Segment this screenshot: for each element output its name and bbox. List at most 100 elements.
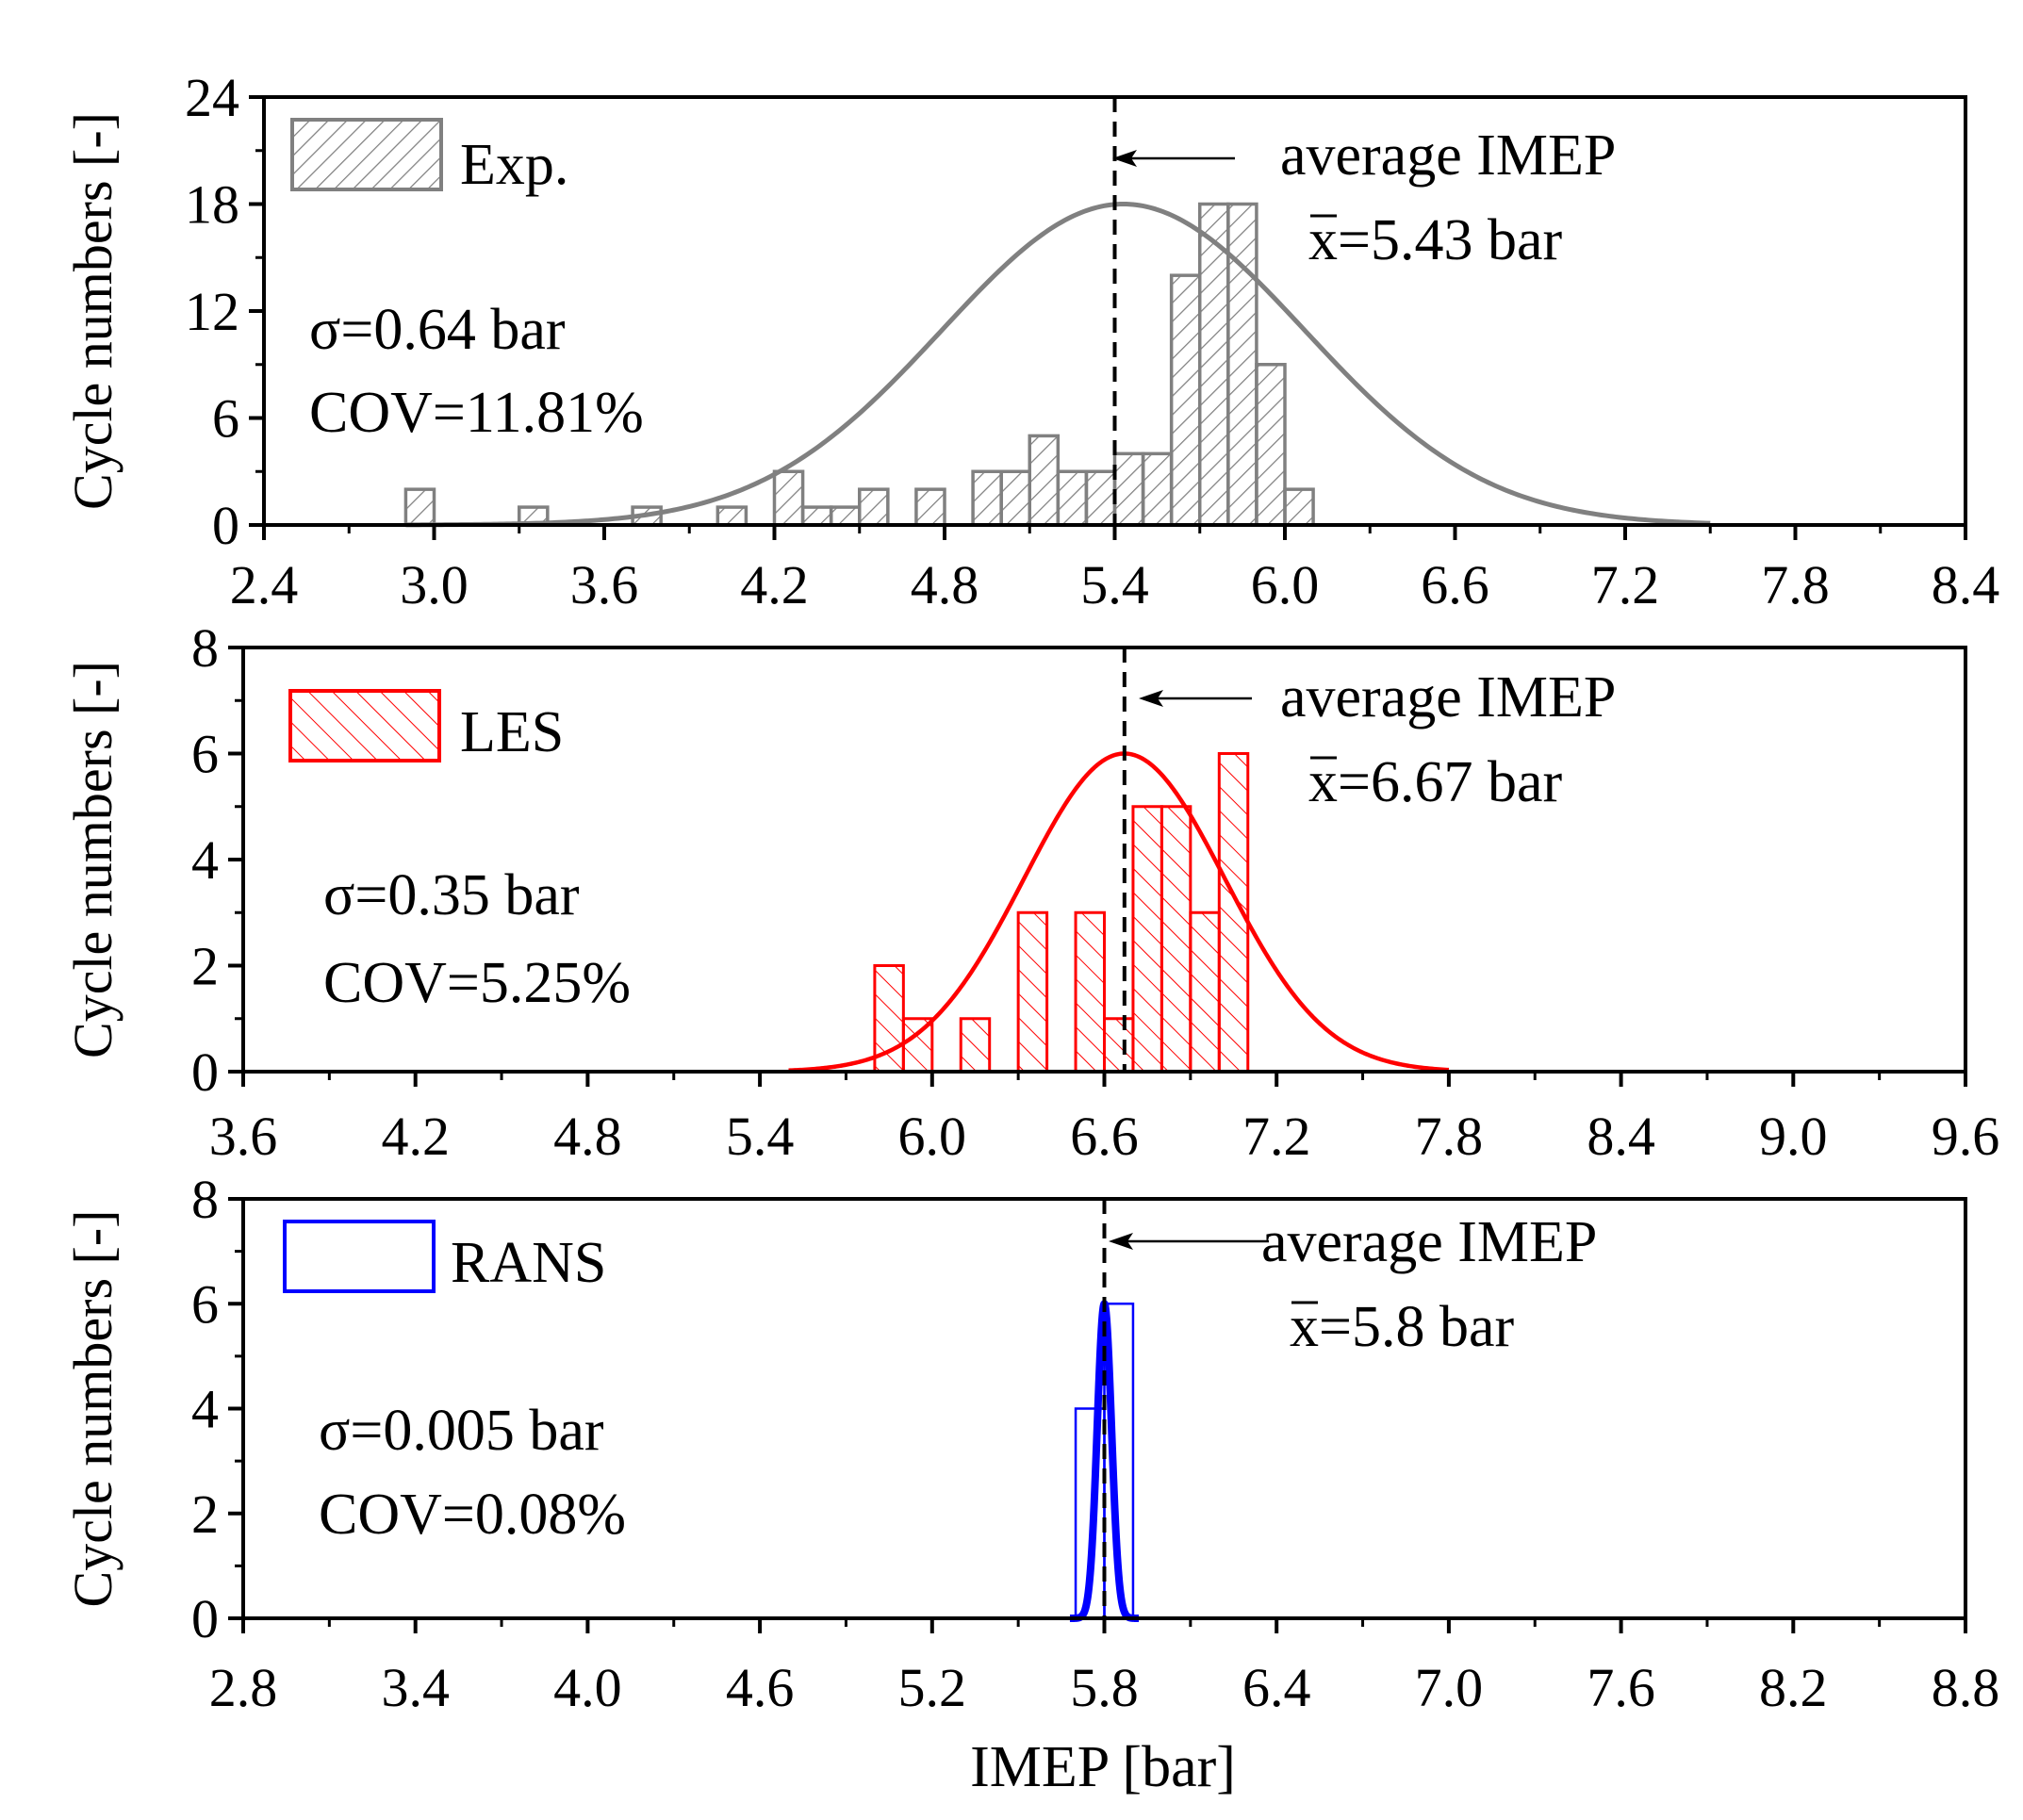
histogram-bar: [858, 487, 890, 527]
arrow-head: [1139, 690, 1163, 707]
x-tick-label: 8.8: [1932, 1657, 2000, 1718]
y-axis-top: 0 6 12 18 24: [185, 67, 264, 556]
y-tick-label: 6: [212, 388, 239, 450]
x-tick-label: 7.0: [1415, 1657, 1484, 1718]
mean-value-label: x=5.43 bar: [1308, 208, 1562, 272]
x-tick-label: 7.8: [1415, 1106, 1484, 1167]
x-tick-label: 8.2: [1759, 1657, 1828, 1718]
mean-value: =5.8 bar: [1319, 1295, 1514, 1359]
x-axis-bottom: 2.8 3.4 4.0 4.6 5.2 5.8 6.4 7.0 7.6 8.2 8.8: [209, 1618, 2000, 1718]
legend-label: Exp.: [460, 133, 568, 197]
x-axis-middle: 3.6 4.2 4.8 5.4 6.0 6.6 7.2 7.8 8.4 9.0 9.6: [209, 1072, 1999, 1167]
bars-top: [403, 202, 1315, 527]
histogram-bar: [1226, 202, 1258, 527]
mean-symbol: x: [1308, 750, 1338, 814]
x-tick-label: 8.4: [1587, 1106, 1655, 1167]
x-tick-label: 4.2: [740, 554, 809, 615]
histogram-bar: [1189, 910, 1221, 1074]
mean-value: =5.43 bar: [1338, 208, 1562, 272]
x-tick-label: 3.0: [400, 554, 469, 615]
x-tick-label: 5.8: [1070, 1657, 1139, 1718]
mean-value: =6.67 bar: [1338, 750, 1562, 814]
histogram-bar: [1160, 805, 1192, 1074]
panel-bottom: 2.8 3.4 4.0 4.6 5.2 5.8 6.4 7.0 7.6 8.2 8.8 0 2 4 6 8 Cy…: [62, 1169, 1999, 1718]
x-tick-label: 6.0: [1251, 554, 1320, 615]
mean-symbol: x: [1290, 1295, 1319, 1359]
x-tick-label: 4.8: [911, 554, 979, 615]
x-tick-label: 2.8: [209, 1657, 278, 1718]
y-tick-label: 2: [191, 936, 219, 997]
histogram-bar: [403, 487, 436, 527]
histogram-bar: [1283, 487, 1315, 527]
y-tick-label: 0: [191, 1588, 219, 1649]
y-tick-label: 8: [191, 1169, 219, 1230]
y-tick-label: 0: [191, 1041, 219, 1103]
legend-swatch: [290, 118, 443, 191]
normal-fit-curve: [405, 202, 1711, 528]
x-tick-label: 4.0: [553, 1657, 622, 1718]
histogram-bar: [772, 469, 805, 527]
histogram-bar: [1103, 1017, 1135, 1074]
histogram-bar: [1028, 434, 1061, 527]
arrow-head: [1109, 1233, 1133, 1250]
histogram-bar: [1255, 363, 1287, 527]
legend-label: RANS: [451, 1231, 606, 1295]
x-tick-label: 6.6: [1421, 554, 1489, 615]
legend-swatch: [283, 1220, 436, 1293]
y-tick-label: 0: [212, 495, 239, 556]
x-tick-label: 6.6: [1070, 1106, 1139, 1167]
mean-value-label: x=6.67 bar: [1308, 750, 1562, 814]
arrow-head: [1112, 150, 1137, 167]
x-tick-label: 6.0: [898, 1106, 967, 1167]
x-tick-label: 3.4: [381, 1657, 450, 1718]
legend-swatch: [288, 689, 441, 762]
x-tick-label: 5.2: [898, 1657, 967, 1718]
histogram-bar: [1131, 805, 1163, 1074]
x-tick-label: 9.0: [1759, 1106, 1828, 1167]
x-tick-label: 3.6: [209, 1106, 278, 1167]
x-tick-label: 3.6: [570, 554, 639, 615]
histogram-bar: [971, 469, 1003, 527]
histogram-bar: [1074, 910, 1107, 1074]
y-tick-label: 4: [191, 829, 219, 891]
cov-label: COV=11.81%: [309, 381, 644, 445]
sigma-label: σ=0.005 bar: [319, 1399, 604, 1463]
y-tick-label: 6: [191, 724, 219, 785]
histogram-bar: [1056, 469, 1089, 527]
histogram-bar: [1084, 469, 1117, 527]
histogram-bar: [999, 469, 1031, 527]
y-tick-label: 2: [191, 1484, 219, 1545]
normal-fit-curve: [788, 751, 1450, 1073]
x-tick-label: 4.8: [553, 1106, 622, 1167]
x-tick-label: 7.8: [1761, 554, 1830, 615]
histogram-bar: [1169, 273, 1202, 527]
panel-middle: 3.6 4.2 4.8 5.4 6.0 6.6 7.2 7.8 8.4 9.0 9.6 0 2 4 6 8 Cy…: [62, 617, 1999, 1167]
histogram-bar: [1016, 910, 1049, 1074]
cov-label: COV=5.25%: [323, 951, 631, 1015]
x-tick-label: 5.4: [1080, 554, 1149, 615]
y-tick-label: 6: [191, 1273, 219, 1335]
average-imep-label: average IMEP: [1280, 123, 1616, 188]
y-axis-label: Cycle numbers [-]: [62, 112, 123, 510]
cov-label: COV=0.08%: [319, 1483, 626, 1547]
histogram-bar: [1141, 451, 1174, 527]
sigma-label: σ=0.35 bar: [323, 863, 580, 927]
x-tick-label: 2.4: [230, 554, 299, 615]
x-tick-label: 7.6: [1587, 1657, 1655, 1718]
x-tick-label: 7.2: [1242, 1106, 1311, 1167]
histogram-bar: [800, 505, 833, 527]
y-tick-label: 4: [191, 1379, 219, 1440]
x-tick-label: 7.2: [1591, 554, 1660, 615]
average-imep-label: average IMEP: [1261, 1210, 1597, 1274]
y-tick-label: 24: [185, 67, 239, 128]
legend-label: LES: [460, 700, 564, 764]
figure-xlabel: IMEP [bar]: [970, 1735, 1236, 1799]
x-axis-top: 2.4 3.0 3.6 4.2 4.8 5.4 6.0 6.6 7.2 7.8 8.4: [230, 525, 1999, 615]
average-imep-label: average IMEP: [1280, 665, 1616, 730]
mean-symbol: x: [1308, 208, 1338, 272]
x-tick-label: 4.6: [726, 1657, 795, 1718]
x-tick-label: 5.4: [726, 1106, 795, 1167]
y-axis-bottom: 0 2 4 6 8: [191, 1169, 243, 1649]
y-axis-middle: 0 2 4 6 8: [191, 617, 243, 1103]
